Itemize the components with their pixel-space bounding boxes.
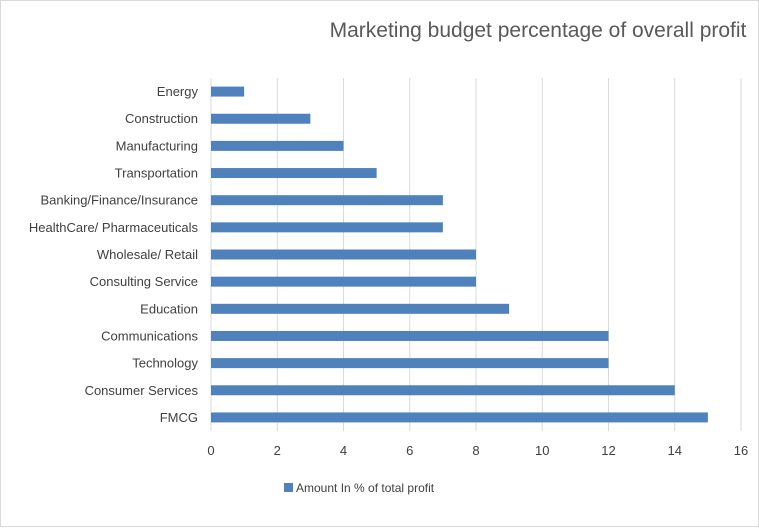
bar [211, 195, 443, 206]
x-tick-label: 12 [601, 443, 615, 458]
x-tick-label: 10 [535, 443, 549, 458]
bar [211, 222, 443, 233]
chart-title: Marketing budget percentage of overall p… [330, 19, 747, 42]
category-label: Manufacturing [116, 138, 198, 153]
x-tick-labels: 0 2 4 6 8 10 12 14 16 [207, 443, 748, 458]
bar [211, 385, 675, 396]
bar [211, 276, 476, 287]
bar [211, 140, 344, 151]
category-label: Communications [101, 328, 198, 343]
x-tick-label: 4 [340, 443, 347, 458]
x-tick-label: 16 [734, 443, 748, 458]
legend-swatch [284, 483, 293, 492]
bar [211, 358, 609, 369]
bar [211, 86, 245, 97]
legend: Amount In % of total profit [284, 481, 435, 495]
bar [211, 330, 609, 341]
x-tick-label: 6 [406, 443, 413, 458]
category-label: Construction [125, 111, 198, 126]
category-label: Transportation [115, 166, 198, 181]
category-label: Technology [132, 356, 198, 371]
bar [211, 412, 708, 423]
category-label: Energy [157, 84, 199, 99]
x-tick-label: 14 [668, 443, 682, 458]
legend-label: Amount In % of total profit [296, 481, 435, 495]
bar [211, 249, 476, 260]
category-label: FMCG [160, 410, 198, 425]
bars [211, 86, 708, 423]
category-label: Banking/Finance/Insurance [40, 193, 198, 208]
bar [211, 168, 377, 179]
category-label: Education [140, 301, 198, 316]
x-tick-label: 0 [207, 443, 214, 458]
category-label: HealthCare/ Pharmaceuticals [29, 220, 199, 235]
x-tick-label: 8 [472, 443, 479, 458]
category-label: Consumer Services [85, 383, 199, 398]
bar [211, 113, 311, 124]
category-labels: Energy Construction Manufacturing Transport… [29, 84, 199, 425]
x-tick-label: 2 [274, 443, 281, 458]
bar [211, 303, 510, 314]
category-label: Wholesale/ Retail [97, 247, 198, 262]
category-label: Consulting Service [90, 274, 198, 289]
